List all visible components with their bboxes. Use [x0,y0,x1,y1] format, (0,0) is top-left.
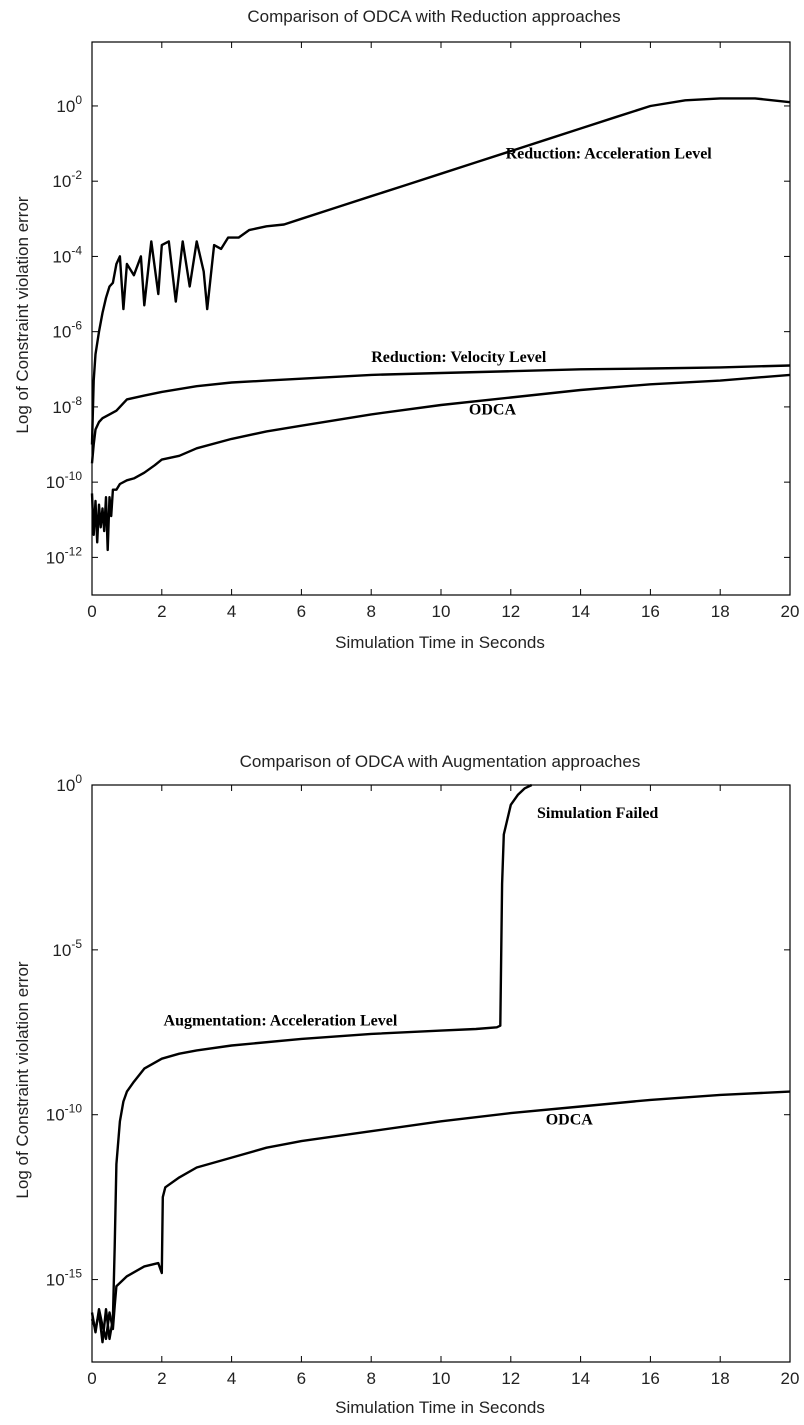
y-tick-label: 100 [56,772,82,795]
series-line-augmentation-acceleration-level [90,783,533,1344]
x-axis-label: Simulation Time in Seconds [335,633,545,652]
y-tick-label: 10-15 [46,1267,83,1290]
series-annotation: Simulation Failed [537,805,658,822]
reduction-comparison-chart: Comparison of ODCA with Reduction approa… [13,7,799,652]
chart-title: Comparison of ODCA with Augmentation app… [240,752,641,771]
x-tick-label: 18 [711,1369,730,1388]
x-tick-label: 0 [87,602,96,621]
x-axis-label: Simulation Time in Seconds [335,1398,545,1417]
y-axis-label: Log of Constraint violation error [13,196,32,434]
x-tick-label: 4 [227,1369,236,1388]
series-line-odca [90,1090,791,1341]
x-tick-label: 14 [571,602,590,621]
series-line-reduction-velocity-level [90,364,791,464]
y-tick-label: 10-6 [52,319,82,342]
x-tick-label: 8 [366,602,375,621]
y-tick-label: 10-10 [46,469,83,492]
x-tick-label: 10 [432,1369,451,1388]
x-tick-label: 20 [781,602,800,621]
series-line-odca [90,373,791,552]
series-annotation: ODCA [469,401,517,418]
x-tick-label: 2 [157,602,166,621]
chart-title: Comparison of ODCA with Reduction approa… [247,7,620,26]
plot-frame [91,41,791,596]
x-tick-label: 12 [501,1369,520,1388]
series-annotation: Reduction: Velocity Level [371,349,547,366]
x-tick-label: 12 [501,602,520,621]
x-tick-label: 18 [711,602,730,621]
y-tick-label: 10-8 [52,394,82,417]
series-annotation: Augmentation: Acceleration Level [164,1013,398,1030]
x-tick-label: 6 [297,602,306,621]
x-tick-label: 8 [366,1369,375,1388]
y-tick-label: 100 [56,93,82,116]
y-tick-label: 10-12 [46,544,83,567]
chart-marks: 0 2 4 6 8 10 12 14 16 18 20 100 10-5 10-10 10-15 Simula… [46,772,800,1388]
plot-frame [91,784,791,1363]
x-tick-label: 16 [641,1369,660,1388]
series-annotation: Reduction: Acceleration Level [506,146,713,163]
y-tick-label: 10-4 [52,243,82,266]
x-tick-label: 2 [157,1369,166,1388]
series-line-reduction-acceleration-level [90,97,791,445]
x-tick-label: 16 [641,602,660,621]
x-tick-label: 20 [781,1369,800,1388]
x-tick-label: 0 [87,1369,96,1388]
y-tick-label: 10-10 [46,1102,83,1125]
x-tick-label: 14 [571,1369,590,1388]
augmentation-comparison-chart: Comparison of ODCA with Augmentation app… [13,752,799,1417]
x-tick-label: 10 [432,602,451,621]
x-tick-label: 4 [227,602,236,621]
y-tick-label: 10-2 [52,168,82,191]
y-axis-label: Log of Constraint violation error [13,961,32,1199]
series-annotation: ODCA [546,1112,594,1129]
y-tick-label: 10-5 [52,937,82,960]
x-tick-label: 6 [297,1369,306,1388]
chart-marks: 0 2 4 6 8 10 12 14 16 18 20 100 10-2 10-4 10-6 10-8 10-1… [46,42,800,621]
